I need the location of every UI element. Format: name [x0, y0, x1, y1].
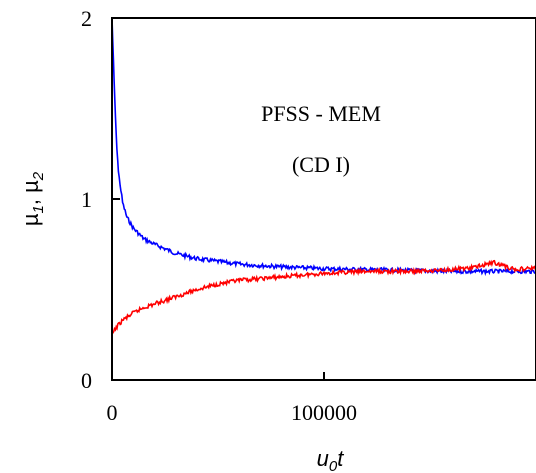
plot-frame	[111, 17, 536, 381]
x-axis-label-sub: 0	[329, 458, 338, 473]
x-axis-label-main: u	[317, 446, 329, 471]
series-layer	[111, 17, 536, 334]
series-line-1	[111, 17, 536, 277]
x-tick-label: 0	[107, 400, 118, 425]
y-axis-label-mu2: , µ	[18, 180, 43, 205]
y-axis-label-sub2: 2	[30, 171, 47, 181]
x-axis-label: u0t	[317, 446, 345, 473]
y-axis-label-sub1: 1	[30, 205, 47, 213]
y-tick-label: 2	[81, 6, 92, 31]
series-line-2	[111, 259, 536, 334]
y-tick-label: 0	[81, 368, 92, 393]
x-tick-label: 100000	[291, 400, 357, 425]
y-axis-label-mu1: µ	[18, 213, 43, 226]
y-tick-label: 1	[81, 187, 92, 212]
annotation-title: PFSS - MEM	[261, 101, 381, 126]
annotation-subtitle: (CD I)	[292, 152, 350, 177]
y-axis-label: µ1, µ2	[18, 171, 47, 226]
x-axis-label-tail: t	[337, 446, 344, 471]
tick-layer: 0 100000 0 1 2	[81, 6, 357, 425]
